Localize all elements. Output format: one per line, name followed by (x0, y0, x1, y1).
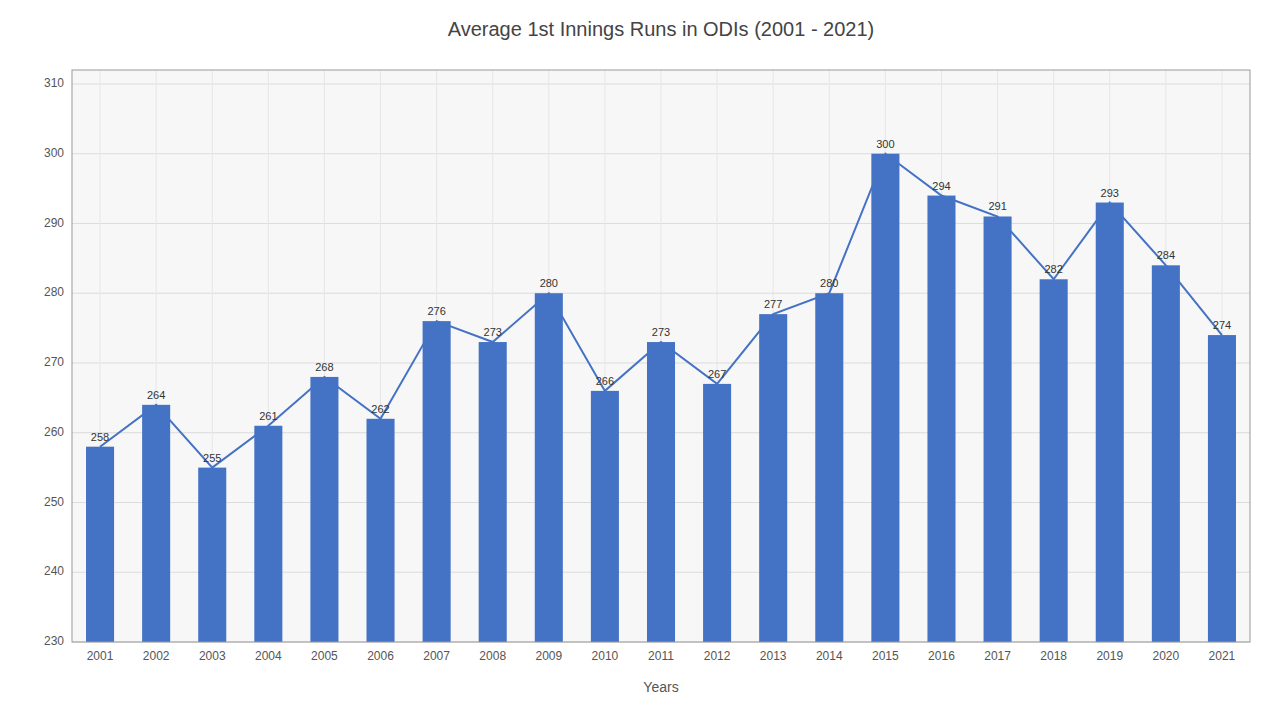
y-tick-label: 260 (44, 425, 64, 439)
bar (367, 419, 395, 642)
x-tick-label: 2014 (816, 649, 843, 663)
data-label: 300 (876, 138, 894, 150)
y-tick-label: 230 (44, 634, 64, 648)
data-label: 273 (652, 326, 670, 338)
y-tick-label: 300 (44, 146, 64, 160)
data-label: 293 (1101, 187, 1119, 199)
bar (1208, 335, 1236, 642)
bar (871, 154, 899, 642)
chart-container: 2302402502602702802903003102001200220032… (0, 0, 1280, 720)
x-tick-label: 2016 (928, 649, 955, 663)
data-marks (86, 154, 1236, 642)
data-label: 267 (708, 368, 726, 380)
bar (535, 293, 563, 642)
title: Average 1st Innings Runs in ODIs (2001 -… (448, 18, 875, 40)
data-label: 280 (540, 277, 558, 289)
x-tick-label: 2015 (872, 649, 899, 663)
data-label: 262 (371, 403, 389, 415)
x-axis: 2001 2002 2003 2004 2005 2006 2007 2008 2009 2010… (87, 649, 1236, 663)
data-label: 264 (147, 389, 165, 401)
chart-svg: 2302402502602702802903003102001200220032… (0, 0, 1280, 720)
plot-frame (72, 70, 1250, 642)
y-axis: 230 240 250 260 270 280 290 300 310 (44, 76, 64, 648)
y-tick-label: 290 (44, 216, 64, 230)
bar (254, 426, 282, 642)
bar (927, 196, 955, 642)
x-tick-label: 2008 (479, 649, 506, 663)
data-label: 282 (1044, 263, 1062, 275)
grid (72, 70, 1250, 642)
data-label: 277 (764, 298, 782, 310)
data-label: 258 (91, 431, 109, 443)
x-tick-label: 2019 (1096, 649, 1123, 663)
data-label: 268 (315, 361, 333, 373)
data-label: 261 (259, 410, 277, 422)
plot-background (72, 70, 1250, 642)
data-label: 274 (1213, 319, 1231, 331)
y-tick-label: 310 (44, 76, 64, 90)
data-label: 284 (1157, 249, 1175, 261)
bar (591, 391, 619, 642)
bar (1152, 265, 1180, 642)
bar (984, 216, 1012, 642)
data-labels: 258 264 255 261 268 262 276 273 280 266 273 267 277 2… (91, 138, 1231, 464)
x-tick-label: 2004 (255, 649, 282, 663)
x-tick-label: 2006 (367, 649, 394, 663)
bar (703, 384, 731, 642)
line (100, 154, 1222, 468)
x-axis-label: Years (643, 679, 678, 695)
bar (479, 342, 507, 642)
x-tick-label: 2001 (87, 649, 114, 663)
bar (815, 293, 843, 642)
bar (1040, 279, 1068, 642)
x-tick-label: 2003 (199, 649, 226, 663)
bar (310, 377, 338, 642)
data-label: 294 (932, 180, 950, 192)
x-tick-label: 2020 (1153, 649, 1180, 663)
x-tick-label: 2005 (311, 649, 338, 663)
y-tick-label: 250 (44, 495, 64, 509)
bar (86, 447, 114, 642)
x-tick-label: 2018 (1040, 649, 1067, 663)
y-tick-label: 240 (44, 564, 64, 578)
bar (198, 468, 226, 642)
x-tick-label: 2002 (143, 649, 170, 663)
bar (142, 405, 170, 642)
data-label: 255 (203, 452, 221, 464)
x-tick-label: 2007 (423, 649, 450, 663)
y-tick-label: 270 (44, 355, 64, 369)
y-tick-label: 280 (44, 285, 64, 299)
data-label: 280 (820, 277, 838, 289)
bar (423, 321, 451, 642)
x-tick-label: 2012 (704, 649, 731, 663)
data-label: 266 (596, 375, 614, 387)
data-label: 273 (484, 326, 502, 338)
x-tick-label: 2010 (592, 649, 619, 663)
x-tick-label: 2009 (535, 649, 562, 663)
bar (1096, 203, 1124, 642)
data-label: 291 (988, 200, 1006, 212)
x-tick-label: 2017 (984, 649, 1011, 663)
x-tick-label: 2021 (1209, 649, 1236, 663)
bar (647, 342, 675, 642)
data-label: 276 (427, 305, 445, 317)
bar (759, 314, 787, 642)
x-tick-label: 2013 (760, 649, 787, 663)
x-tick-label: 2011 (648, 649, 674, 663)
